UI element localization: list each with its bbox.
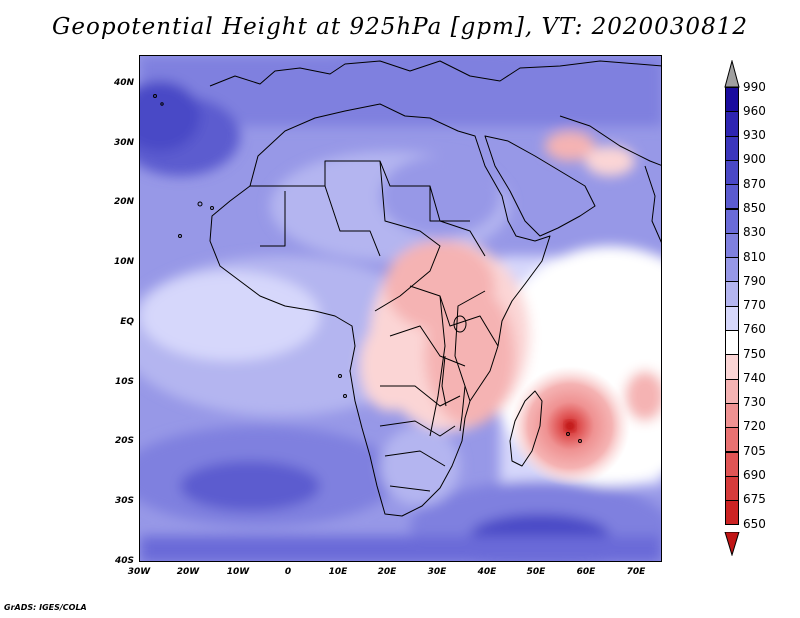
colorbar-swatch [725,184,739,210]
colorbar-swatch [725,87,739,113]
colorbar-label: 990 [743,80,766,94]
colorbar-label: 900 [743,152,766,166]
lat-label: 20S [114,436,134,446]
colorbar-label: 730 [743,395,766,409]
colorbar-swatch [725,500,739,526]
africa-coastline [209,103,551,517]
colorbar-swatch [725,427,739,453]
colorbar-label: 870 [743,177,766,191]
colorbar-swatch [725,354,739,380]
map-canvas [140,56,661,561]
coastlines [153,60,661,517]
colorbar-label: 690 [743,468,766,482]
lat-label: 10S [114,377,134,387]
lon-label: 60E [576,567,596,577]
colorbar-swatch [725,257,739,283]
lon-label: 10W [226,567,250,577]
colorbar-bottom-arrow [724,532,740,556]
madagascar-coastline [509,390,543,467]
map-panel [139,55,662,562]
lat-label: 30N [113,138,134,148]
colorbar-label: 675 [743,492,766,506]
lon-label: 70E [626,567,646,577]
colorbar-swatch [725,232,739,259]
colorbar-label: 770 [743,298,766,312]
lon-label: 40E [477,567,497,577]
colorbar-label: 750 [743,347,766,361]
colorbar-label: 830 [743,225,766,239]
lat-label: 10N [113,257,134,267]
colorbar-label: 650 [743,517,766,531]
colorbar-top-arrow [724,60,740,88]
colorbar-label: 930 [743,128,766,142]
india-coastline [644,165,661,243]
colorbar-swatch [725,378,739,404]
lon-label: 20W [176,567,200,577]
lat-label: 20N [113,197,134,207]
colorbar-label: 960 [743,104,766,118]
colorbar-label: 790 [743,274,766,288]
colorbar-label: 705 [743,444,766,458]
colorbar-swatch [725,330,739,356]
lon-label: 50E [526,567,546,577]
colorbar-label: 760 [743,322,766,336]
colorbar-swatch [725,281,739,307]
cyclone-center [565,421,575,431]
lat-label: 40S [114,556,134,566]
lon-label: 30E [427,567,447,577]
europe-coastline [209,60,661,87]
lat-label: 40N [113,78,134,88]
colorbar-swatch [725,159,739,186]
lon-label: 20E [377,567,397,577]
lat-label: 30S [114,496,134,506]
colorbar-swatch [725,305,739,331]
colorbar-swatch [725,208,739,234]
lon-label: 0 [284,567,292,577]
colorbar-label: 850 [743,201,766,215]
colorbar-label: 810 [743,250,766,264]
iran-coastline [559,115,661,166]
colorbar-label: 720 [743,419,766,433]
arabia-coastline [484,135,596,237]
footer-credit: GrADS: IGES/COLA [4,603,87,612]
colorbar-swatch [725,402,739,429]
colorbar-swatch [725,451,739,477]
colorbar-swatch [725,475,739,502]
colorbar-swatch [725,111,739,137]
lon-label: 10E [328,567,348,577]
colorbar-label: 740 [743,371,766,385]
lat-label: EQ [120,317,134,327]
map-title: Geopotential Height at 925hPa [gpm], VT:… [52,14,748,40]
lon-label: 30W [127,567,151,577]
colorbar-swatch [725,135,739,161]
